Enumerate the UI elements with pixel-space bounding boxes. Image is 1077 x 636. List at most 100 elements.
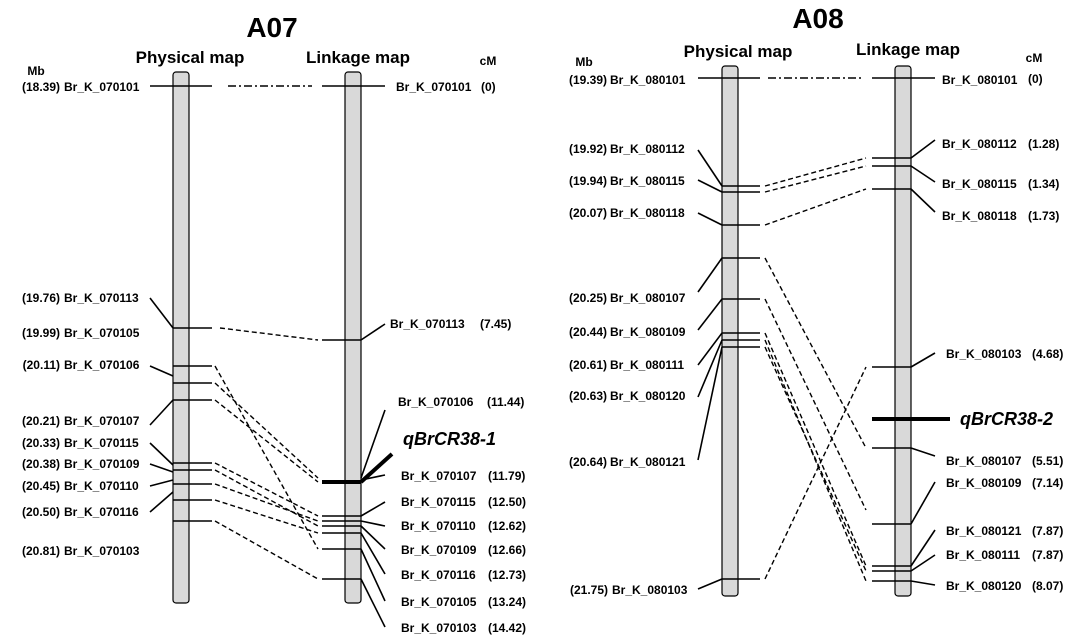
physical-position: (20.38) [22, 457, 60, 471]
correspondence-line [764, 157, 867, 187]
physical-marker-name: Br_K_080101 [610, 73, 686, 87]
leader-line [360, 501, 386, 517]
linkage-position: (11.79) [488, 469, 525, 483]
leader-line [697, 149, 723, 187]
physical-map-header: Physical map [684, 42, 793, 61]
leader-line [910, 352, 936, 368]
physical-marker-name: Br_K_080109 [610, 325, 686, 339]
physical-marker-name: Br_K_070109 [64, 457, 140, 471]
physical-position: (20.07) [569, 206, 607, 220]
correspondence-line [214, 382, 319, 479]
physical-position: (19.92) [569, 142, 607, 156]
leader-line [360, 409, 386, 479]
correspondence-line [214, 399, 319, 483]
leader-line [149, 297, 174, 329]
physical-marker-name: Br_K_080115 [610, 174, 685, 188]
physical-marker-name: Br_K_070101 [64, 80, 140, 94]
physical-position: (20.25) [569, 291, 607, 305]
chromosome-title: A08 [792, 3, 843, 34]
linkage-position: (4.68) [1032, 347, 1063, 361]
linkage-position: (5.51) [1032, 454, 1063, 468]
linkage-marker-name: Br_K_080121 [946, 524, 1022, 538]
leader-line [697, 257, 723, 293]
linkage-marker-name: Br_K_070113 [390, 317, 465, 331]
linkage-chromosome-bar [894, 65, 912, 597]
linkage-position: (11.44) [487, 395, 524, 409]
linkage-marker-name: Br_K_080112 [942, 137, 1017, 151]
physical-unit-label: Mb [575, 55, 592, 69]
physical-position: (20.21) [22, 414, 60, 428]
linkage-leaders [910, 139, 936, 586]
leader-line [360, 323, 386, 341]
linkage-marker-name: Br_K_070101 [396, 80, 472, 94]
linkage-position: (7.87) [1032, 548, 1063, 562]
linkage-position: (7.87) [1032, 524, 1063, 538]
physical-position: (19.99) [22, 326, 60, 340]
leader-line [360, 532, 386, 575]
correspondence-line [764, 298, 867, 511]
physical-position: (19.39) [569, 73, 607, 87]
linkage-unit-label: cM [480, 54, 497, 68]
physical-marker-name: Br_K_070105 [64, 326, 140, 340]
linkage-position: (0) [481, 80, 496, 94]
qtl-label: qBrCR38-1 [403, 429, 496, 449]
physical-marker-name: Br_K_070106 [64, 358, 140, 372]
physical-marker-name: Br_K_080103 [612, 583, 688, 597]
correspondence-line [219, 327, 319, 341]
physical-leaders [149, 297, 174, 513]
linkage-position: (1.28) [1028, 137, 1059, 151]
leader-line [149, 463, 174, 473]
physical-position: (20.63) [569, 389, 607, 403]
linkage-marker-name: Br_K_080101 [942, 73, 1018, 87]
leader-line [697, 346, 723, 461]
physical-marker-name: Br_K_070103 [64, 544, 140, 558]
correspondence-lines [214, 85, 319, 580]
physical-position: (20.81) [22, 544, 60, 558]
linkage-labels: Br_K_080101 (0) Br_K_080112 (1.28) Br_K_… [942, 72, 1063, 593]
physical-marker-name: Br_K_070110 [64, 479, 139, 493]
linkage-marker-name: Br_K_070106 [398, 395, 474, 409]
linkage-marker-name: Br_K_070107 [401, 469, 477, 483]
leader-line [697, 212, 723, 226]
leader-line [910, 165, 936, 183]
correspondence-line [214, 483, 319, 522]
linkage-labels: Br_K_070101 (0) Br_K_070113 (7.45) Br_K_… [390, 80, 526, 635]
leader-line [360, 520, 386, 527]
linkage-chromosome-bar [344, 71, 362, 604]
physical-labels: (19.39) Br_K_080101 (19.92) Br_K_080112 … [569, 73, 688, 597]
leader-line [910, 188, 936, 213]
linkage-position: (12.62) [488, 519, 526, 533]
leader-line [697, 332, 723, 366]
physical-marker-name: Br_K_070107 [64, 414, 140, 428]
leader-line [910, 481, 936, 525]
linkage-position: (1.73) [1028, 209, 1059, 223]
correspondence-line [214, 365, 319, 550]
panel-a08: A08 Physical map Linkage map Mb cM [569, 3, 1063, 597]
leader-line [910, 529, 936, 567]
linkage-position: (12.73) [488, 568, 526, 582]
linkage-marker-name: Br_K_070105 [401, 595, 477, 609]
linkage-position: (1.34) [1028, 177, 1059, 191]
linkage-marker-name: Br_K_080118 [942, 209, 1017, 223]
leader-line [697, 339, 723, 398]
physical-marker-name: Br_K_080107 [610, 291, 686, 305]
correspondence-line [214, 462, 319, 517]
linkage-marker-name: Br_K_080107 [946, 454, 1022, 468]
leader-line [697, 298, 723, 331]
linkage-position: (14.42) [488, 621, 526, 635]
physical-position: (20.61) [569, 358, 607, 372]
correspondence-line [764, 346, 867, 572]
physical-marker-name: Br_K_070115 [64, 436, 139, 450]
correspondence-line [764, 366, 867, 580]
linkage-marker-name: Br_K_070109 [401, 543, 477, 557]
physical-map-header: Physical map [136, 48, 245, 67]
physical-position: (20.50) [22, 505, 60, 519]
correspondence-line [764, 165, 867, 193]
leader-line [149, 491, 174, 513]
correspondence-line [764, 257, 867, 449]
physical-marker-name: Br_K_080111 [610, 358, 684, 372]
leader-line [910, 139, 936, 159]
physical-marker-name: Br_K_080120 [610, 389, 686, 403]
physical-position: (20.11) [23, 358, 60, 372]
